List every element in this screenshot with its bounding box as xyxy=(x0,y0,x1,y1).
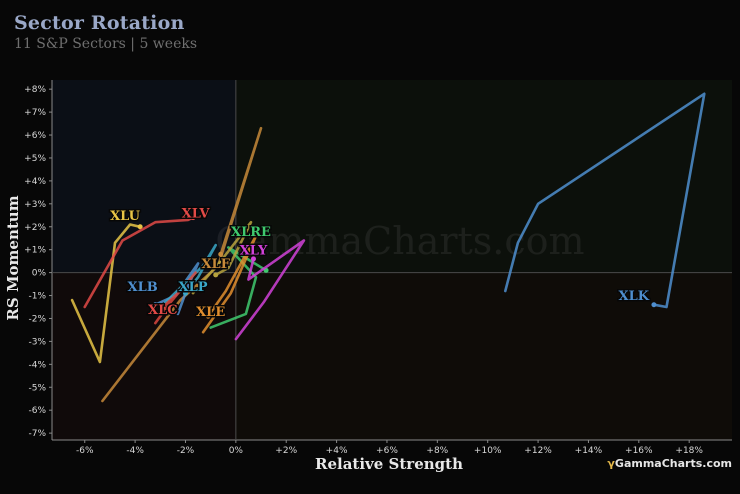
x-tick-label: +6% xyxy=(376,446,398,456)
y-tick-label: +6% xyxy=(24,131,46,141)
series-line-xlu xyxy=(70,223,142,364)
x-tick-label: -2% xyxy=(177,446,195,456)
series-head-xlp xyxy=(182,290,188,296)
x-tick-label: +10% xyxy=(474,446,502,456)
series-line-xli xyxy=(191,220,253,295)
y-tick-label: -2% xyxy=(28,314,46,324)
quadrant-weakening xyxy=(235,272,732,440)
x-tick-label: +12% xyxy=(524,446,552,456)
x-tick-label: +2% xyxy=(275,446,297,456)
series-line-xlre xyxy=(209,246,268,329)
quadrant-backgrounds xyxy=(52,80,732,440)
series-head-xlu xyxy=(137,224,143,230)
y-axis-label: RS Momentum xyxy=(4,195,22,320)
series-line-xlk xyxy=(503,92,706,309)
label-xlp: XLP xyxy=(179,280,208,295)
brand-logo: γGammaCharts.com xyxy=(607,457,732,470)
x-tick-label: +4% xyxy=(326,446,348,456)
series-head-xli xyxy=(213,272,219,278)
quadrant-improving xyxy=(52,80,236,273)
y-tick-label: +4% xyxy=(24,177,46,187)
label-xlu: XLU xyxy=(110,209,141,224)
quadrant-leading xyxy=(235,80,732,273)
series-head-xly xyxy=(250,256,256,262)
x-tick-label: +14% xyxy=(575,446,603,456)
series-line-xlc xyxy=(154,271,197,325)
series-line-xly xyxy=(234,239,306,341)
x-tick-label: +16% xyxy=(625,446,653,456)
series-line-xle xyxy=(201,234,258,334)
y-tick-label: -4% xyxy=(28,360,46,370)
axes: +8% +7% +6% +5% +4% +3% +2% +1% 0% -1% -2% -3% -4% -5… xyxy=(24,80,732,456)
chart-title: Sector Rotation xyxy=(14,12,185,34)
series-head-xle xyxy=(205,313,211,319)
gamma-logo-icon: γ xyxy=(607,457,615,470)
y-tick-label: -7% xyxy=(28,429,46,439)
label-xlb: XLB xyxy=(128,280,158,295)
y-tick-label: +1% xyxy=(24,246,46,256)
x-tick-label: +8% xyxy=(426,446,448,456)
x-tick-label: -6% xyxy=(76,446,94,456)
y-tick-label: -5% xyxy=(28,383,46,393)
y-tick-label: +5% xyxy=(24,154,46,164)
label-xlre: XLRE xyxy=(231,225,271,240)
y-tick-label: +3% xyxy=(24,200,46,210)
quadrant-lagging xyxy=(52,272,236,440)
series-head-xlv xyxy=(190,215,196,221)
label-xlk: XLK xyxy=(619,289,650,304)
label-xlf: XLF xyxy=(201,257,230,272)
y-tick-label: -1% xyxy=(28,292,46,302)
y-tick-label: -3% xyxy=(28,337,46,347)
series-head-xlf xyxy=(218,251,224,257)
y-tick-label: +8% xyxy=(24,85,46,95)
watermark: GammaCharts.com xyxy=(215,219,584,263)
label-xlv: XLV xyxy=(182,207,211,222)
x-tick-label: 0% xyxy=(229,446,244,456)
x-tick-label: -4% xyxy=(126,446,144,456)
x-axis-label: Relative Strength xyxy=(315,455,463,473)
y-tick-label: +7% xyxy=(24,108,46,118)
y-tick-label: +2% xyxy=(24,223,46,233)
x-tick-label: +18% xyxy=(675,446,703,456)
series-head-xlk xyxy=(651,302,657,308)
label-xlc: XLC xyxy=(148,303,178,318)
label-xle: XLE xyxy=(196,305,225,320)
y-tick-label: 0% xyxy=(32,269,47,279)
series-head-xlb xyxy=(152,302,158,308)
brand-text: GammaCharts.com xyxy=(614,457,732,470)
series-trails xyxy=(70,92,706,403)
series-line-xlv xyxy=(83,216,195,309)
y-tick-label: -6% xyxy=(28,406,46,416)
chart-subtitle: 11 S&P Sectors | 5 weeks xyxy=(14,36,198,52)
label-xly: XLY xyxy=(240,243,268,258)
series-head-xlc xyxy=(160,304,166,310)
